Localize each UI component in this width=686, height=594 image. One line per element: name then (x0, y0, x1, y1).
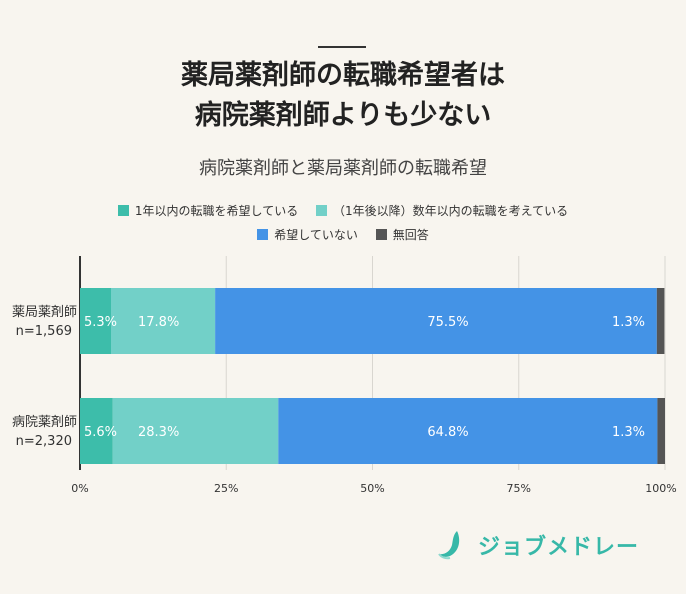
bar-segment (656, 288, 665, 354)
bar-segment (278, 398, 658, 464)
title-rule (318, 46, 366, 48)
jobmedley-logo: ジョブメドレー (436, 528, 639, 562)
x-tick-label: 0% (71, 482, 88, 495)
bar-value-label: 28.3% (138, 425, 179, 440)
bar-segment (80, 288, 112, 354)
chart-title: 病院薬剤師と薬局薬剤師の転職希望 (199, 158, 487, 179)
legend-row-2: 希望していない 無回答 (0, 226, 686, 243)
legend-row-1: 1年以内の転職を希望している （1年後以降）数年以内の転職を考えている (0, 202, 686, 219)
legend-label-no-answer: 無回答 (392, 228, 429, 242)
bar-value-label: 1.3% (612, 425, 645, 440)
category-label: 病院薬剤師 (12, 414, 77, 430)
x-tick-label: 25% (214, 482, 238, 495)
legend-item-not-wanting: 希望していない (257, 226, 358, 243)
bar-value-label: 75.5% (427, 315, 468, 330)
legend-swatch-no-answer (375, 229, 387, 240)
legend-swatch-not-wanting (257, 229, 269, 240)
stacked-bar-chart: 0% 25% 50% 75% 100% 5.3% 17.8% 75.5% 1.3% 薬局薬剤師 n=… (12, 256, 677, 495)
bar-segment (215, 288, 657, 354)
category-sample-size: n=1,569 (16, 324, 72, 339)
headline-line-1: 薬局薬剤師の転職希望者は (181, 60, 505, 91)
legend-item-no-answer: 無回答 (375, 226, 429, 243)
legend-swatch-within-1-year (117, 205, 129, 216)
bar-value-label: 5.3% (84, 315, 117, 330)
bar-value-label: 64.8% (427, 425, 468, 440)
category-sample-size: n=2,320 (16, 434, 72, 449)
x-tick-label: 75% (507, 482, 531, 495)
headline-line-2: 病院薬剤師よりも少ない (194, 100, 492, 131)
legend-swatch-within-few-years (316, 205, 328, 216)
legend-item-within-1-year: 1年以内の転職を希望している (117, 202, 299, 219)
bar-value-label: 5.6% (84, 425, 117, 440)
legend-item-within-few-years: （1年後以降）数年以内の転職を考えている (316, 202, 568, 219)
bar-segment (80, 398, 113, 464)
headline: 薬局薬剤師の転職希望者は 病院薬剤師よりも少ない (0, 56, 686, 136)
legend-label-within-1-year: 1年以内の転職を希望している (134, 204, 299, 218)
x-tick-label: 50% (360, 482, 384, 495)
logo-mark-icon (438, 531, 460, 560)
x-tick-label: 100% (645, 482, 676, 495)
bar-value-label: 17.8% (138, 315, 179, 330)
legend-label-within-few-years: （1年後以降）数年以内の転職を考えている (333, 204, 569, 218)
bar-segment (112, 398, 279, 464)
bar-segment (111, 288, 216, 354)
category-label: 薬局薬剤師 (12, 304, 77, 320)
logo-text: ジョブメドレー (478, 535, 640, 560)
bar-segment (657, 398, 665, 464)
bar-value-label: 1.3% (612, 315, 645, 330)
legend-label-not-wanting: 希望していない (274, 228, 358, 242)
